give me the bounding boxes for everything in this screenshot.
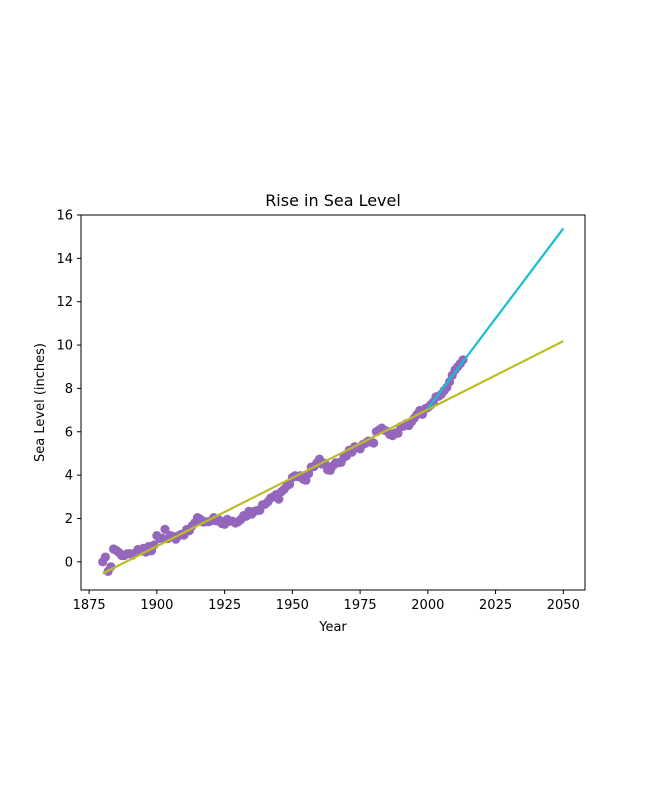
fit-line <box>426 227 565 410</box>
y-axis-ticks: 0 2 4 6 8 10 12 14 16 <box>56 209 81 570</box>
data-point <box>274 494 284 504</box>
plot-frame <box>80 214 586 591</box>
y-tick-label: 14 <box>56 252 73 267</box>
x-tick-label: 2000 <box>411 598 444 613</box>
chart-title: Rise in Sea Level <box>265 191 401 210</box>
x-tick-label: 1875 <box>73 598 106 613</box>
y-tick-label: 0 <box>65 555 73 570</box>
x-axis-label: Year <box>318 620 347 635</box>
data-point <box>369 438 379 448</box>
x-tick-label: 2050 <box>547 598 580 613</box>
x-tick-label: 1925 <box>208 598 241 613</box>
y-tick-label: 2 <box>65 512 73 527</box>
y-axis-label: Sea Level (inches) <box>33 343 48 462</box>
y-tick-label: 4 <box>65 469 73 484</box>
x-tick-label: 1975 <box>344 598 377 613</box>
data-point <box>100 552 110 562</box>
y-tick-label: 10 <box>56 339 73 354</box>
fit-line <box>102 340 564 575</box>
scatter-points <box>98 355 468 576</box>
data-point <box>160 524 170 534</box>
x-tick-label: 1950 <box>276 598 309 613</box>
y-tick-label: 8 <box>65 382 73 397</box>
x-tick-label: 2025 <box>479 598 512 613</box>
y-tick-label: 16 <box>56 209 73 224</box>
x-tick-label: 1900 <box>140 598 173 613</box>
y-tick-label: 6 <box>65 425 73 440</box>
y-tick-label: 12 <box>56 295 73 310</box>
x-axis-ticks: 1875 1900 1925 1950 1975 2000 2025 2050 <box>73 590 580 613</box>
fit-lines <box>102 227 565 575</box>
